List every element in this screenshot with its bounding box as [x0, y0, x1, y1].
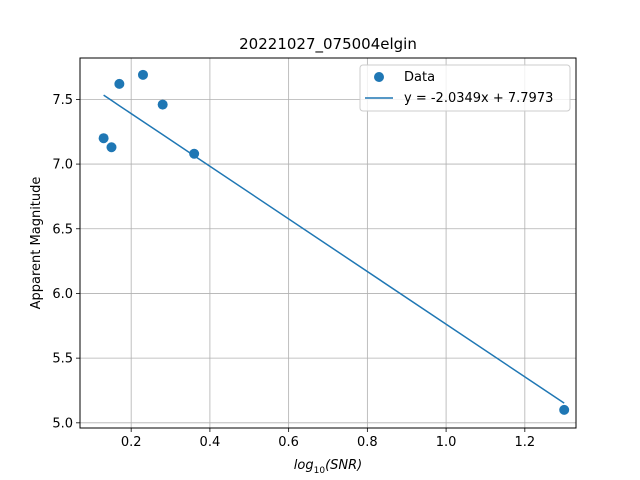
x-tick-label: 0.6 [278, 435, 299, 450]
data-point [158, 100, 168, 110]
y-tick-label: 6.0 [52, 287, 73, 302]
y-tick-label: 5.0 [52, 416, 73, 431]
legend-label-fit: y = -2.0349x + 7.7973 [404, 91, 553, 106]
legend-label-data: Data [404, 70, 435, 85]
y-axis-label: Apparent Magnitude [29, 177, 44, 310]
y-tick-label: 6.5 [52, 222, 73, 237]
y-tick-label: 5.5 [52, 352, 73, 367]
legend: Data y = -2.0349x + 7.7973 [360, 65, 570, 111]
legend-marker-data [374, 72, 384, 82]
data-point [559, 405, 569, 415]
x-tick-label: 1.2 [514, 435, 535, 450]
data-point [138, 70, 148, 80]
chart-title: 20221027_075004elgin [239, 35, 417, 54]
y-tick-label: 7.0 [52, 158, 73, 173]
x-tick-label: 0.4 [200, 435, 221, 450]
data-point [99, 133, 109, 143]
x-tick-label: 0.8 [357, 435, 378, 450]
y-tick-label: 7.5 [52, 93, 73, 108]
x-tick-label: 0.2 [121, 435, 142, 450]
data-point [114, 79, 124, 89]
x-tick-label: 1.0 [436, 435, 457, 450]
data-point [106, 142, 116, 152]
